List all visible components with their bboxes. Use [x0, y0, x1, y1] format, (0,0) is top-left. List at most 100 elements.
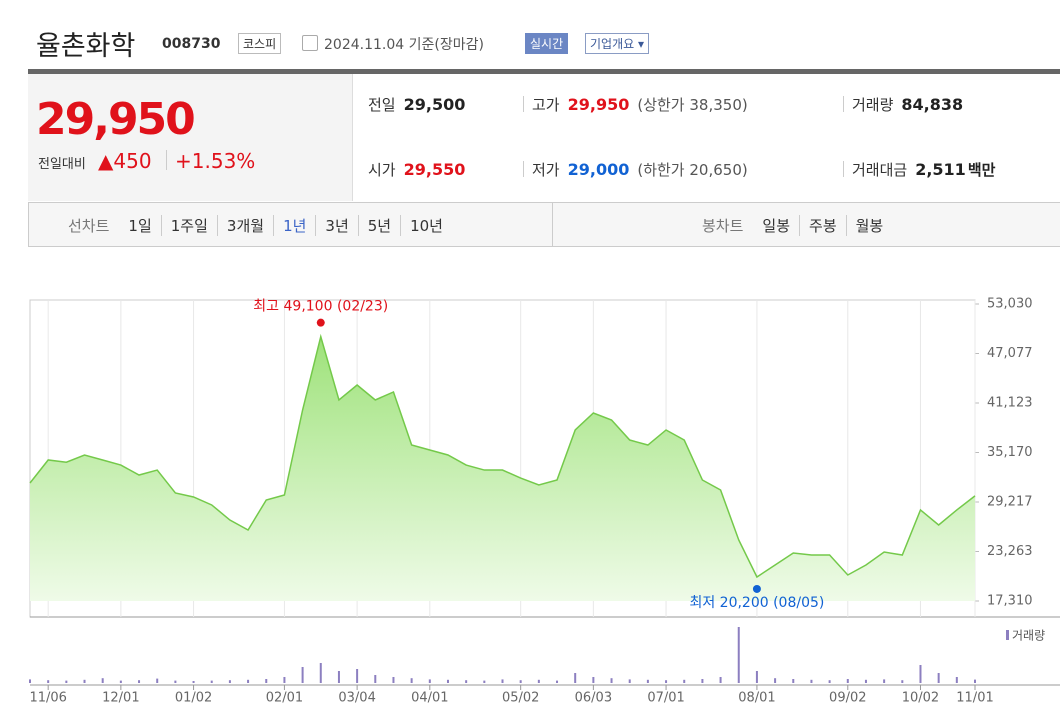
- volume-bar: [356, 669, 359, 683]
- quote-value: 2,511: [915, 160, 966, 179]
- tab[interactable]: 일봉: [762, 217, 791, 235]
- volume-bar: [519, 680, 522, 683]
- quote-label: 전일: [368, 96, 396, 114]
- tab[interactable]: 1년: [273, 215, 315, 236]
- x-tick-label: 11/01: [956, 691, 993, 706]
- quote-value: 29,500: [403, 95, 466, 114]
- date-basis: 기준(장마감): [408, 37, 484, 53]
- x-tick-label: 02/01: [266, 691, 303, 706]
- price-panel: [28, 74, 353, 201]
- annotation-marker: [752, 584, 761, 593]
- quote-sub: (상한가 38,350): [637, 96, 748, 114]
- volume-bar: [610, 678, 613, 683]
- volume-bar: [265, 679, 268, 683]
- volume-bar: [410, 678, 413, 683]
- quote-item: 거래대금 2,511 백만: [852, 159, 995, 180]
- volume-bar: [628, 679, 631, 683]
- quote-value: 29,950: [567, 95, 630, 114]
- volume-bar: [737, 627, 740, 683]
- annotation-label: 최고 49,100 (02/23): [253, 299, 388, 315]
- volume-bar: [392, 677, 395, 683]
- volume-bar: [283, 677, 286, 683]
- company-button[interactable]: 기업개요 ▾: [585, 33, 650, 54]
- volume-bar: [47, 680, 50, 683]
- quote-value: 29,000: [567, 160, 630, 179]
- x-tick-label: 08/01: [738, 691, 775, 706]
- volume-bar: [501, 679, 504, 683]
- quote-item: 전일 29,500: [368, 94, 465, 115]
- volume-bar: [483, 680, 486, 683]
- volume-bar: [719, 677, 722, 683]
- volume-bar: [974, 679, 976, 683]
- calendar-icon: [302, 35, 318, 51]
- quote-label: 시가: [368, 161, 396, 179]
- change-value: 450: [113, 149, 152, 173]
- change-pct: +1.53%: [175, 149, 256, 173]
- tab[interactable]: 3년: [315, 215, 357, 236]
- line-tabs: 선차트 1일 1주일 3개월 1년 3년 5년 10년: [68, 215, 452, 236]
- volume-bar: [537, 679, 540, 683]
- annotation-marker: [316, 318, 325, 327]
- volume-bar: [156, 678, 159, 683]
- sep: [843, 161, 844, 177]
- quote-value: 29,550: [403, 160, 466, 179]
- quote-label: 거래량: [852, 96, 894, 114]
- realtime-button[interactable]: 실시간: [525, 33, 569, 54]
- tab[interactable]: 3개월: [216, 215, 273, 236]
- tab[interactable]: 주봉: [799, 215, 846, 236]
- quote-item: 거래량 84,838: [852, 94, 963, 115]
- x-tick-label: 01/02: [175, 691, 212, 706]
- change: ▲450: [98, 149, 152, 173]
- volume-bar: [901, 680, 904, 683]
- volume-bar: [247, 679, 250, 683]
- annotation-label: 최저 20,200 (08/05): [689, 595, 824, 611]
- legend-label: 거래량: [1012, 629, 1045, 643]
- sep: [523, 96, 524, 112]
- volume-bar: [755, 671, 758, 683]
- volume-bar: [574, 673, 577, 683]
- y-tick-label: 53,030: [987, 297, 1033, 312]
- price-area: [30, 336, 975, 601]
- date-value: 2024.11.04: [324, 37, 405, 53]
- company-label: 기업개요: [590, 37, 635, 51]
- tab[interactable]: 10년: [400, 215, 452, 236]
- x-tick-label: 09/02: [829, 691, 866, 706]
- quote-sub: (하한가 20,650): [637, 161, 748, 179]
- x-tick-label: 11/06: [29, 691, 66, 706]
- stock-name: 율촌화학: [36, 31, 136, 62]
- quote-unit: 백만: [967, 161, 996, 179]
- volume-bar: [192, 681, 195, 683]
- y-tick-label: 35,170: [987, 445, 1033, 460]
- volume-bar: [101, 678, 104, 683]
- market-badge: 코스피: [238, 33, 282, 54]
- x-tick-label: 04/01: [411, 691, 448, 706]
- volume-bar: [810, 679, 813, 683]
- volume-bar: [446, 679, 449, 683]
- change-label: 전일대비: [38, 157, 86, 172]
- tab[interactable]: 1주일: [160, 215, 217, 236]
- volume-bar: [864, 679, 867, 683]
- x-tick-label: 10/02: [902, 691, 939, 706]
- volume-bar: [683, 679, 686, 683]
- volume-bar: [774, 678, 777, 683]
- volume-bar: [29, 679, 31, 683]
- volume-bar: [65, 680, 68, 683]
- candle-tabs: 봉차트 일봉 주봉 월봉: [702, 215, 892, 236]
- x-tick-label: 07/01: [647, 691, 684, 706]
- x-tick-label: 12/01: [102, 691, 139, 706]
- sep: [523, 161, 524, 177]
- quote-item: 시가 29,550: [368, 159, 465, 180]
- price-line: [29, 333, 976, 579]
- volume-bar: [556, 680, 559, 683]
- volume-bar: [846, 679, 849, 683]
- quote-value: 84,838: [901, 95, 964, 114]
- tab[interactable]: 1일: [128, 217, 152, 235]
- tab[interactable]: 5년: [357, 215, 400, 236]
- volume-bar: [646, 679, 649, 683]
- volume-bar: [955, 677, 958, 683]
- volume-bar: [428, 679, 431, 683]
- y-tick-label: 29,217: [987, 494, 1033, 509]
- tab[interactable]: 월봉: [845, 215, 893, 236]
